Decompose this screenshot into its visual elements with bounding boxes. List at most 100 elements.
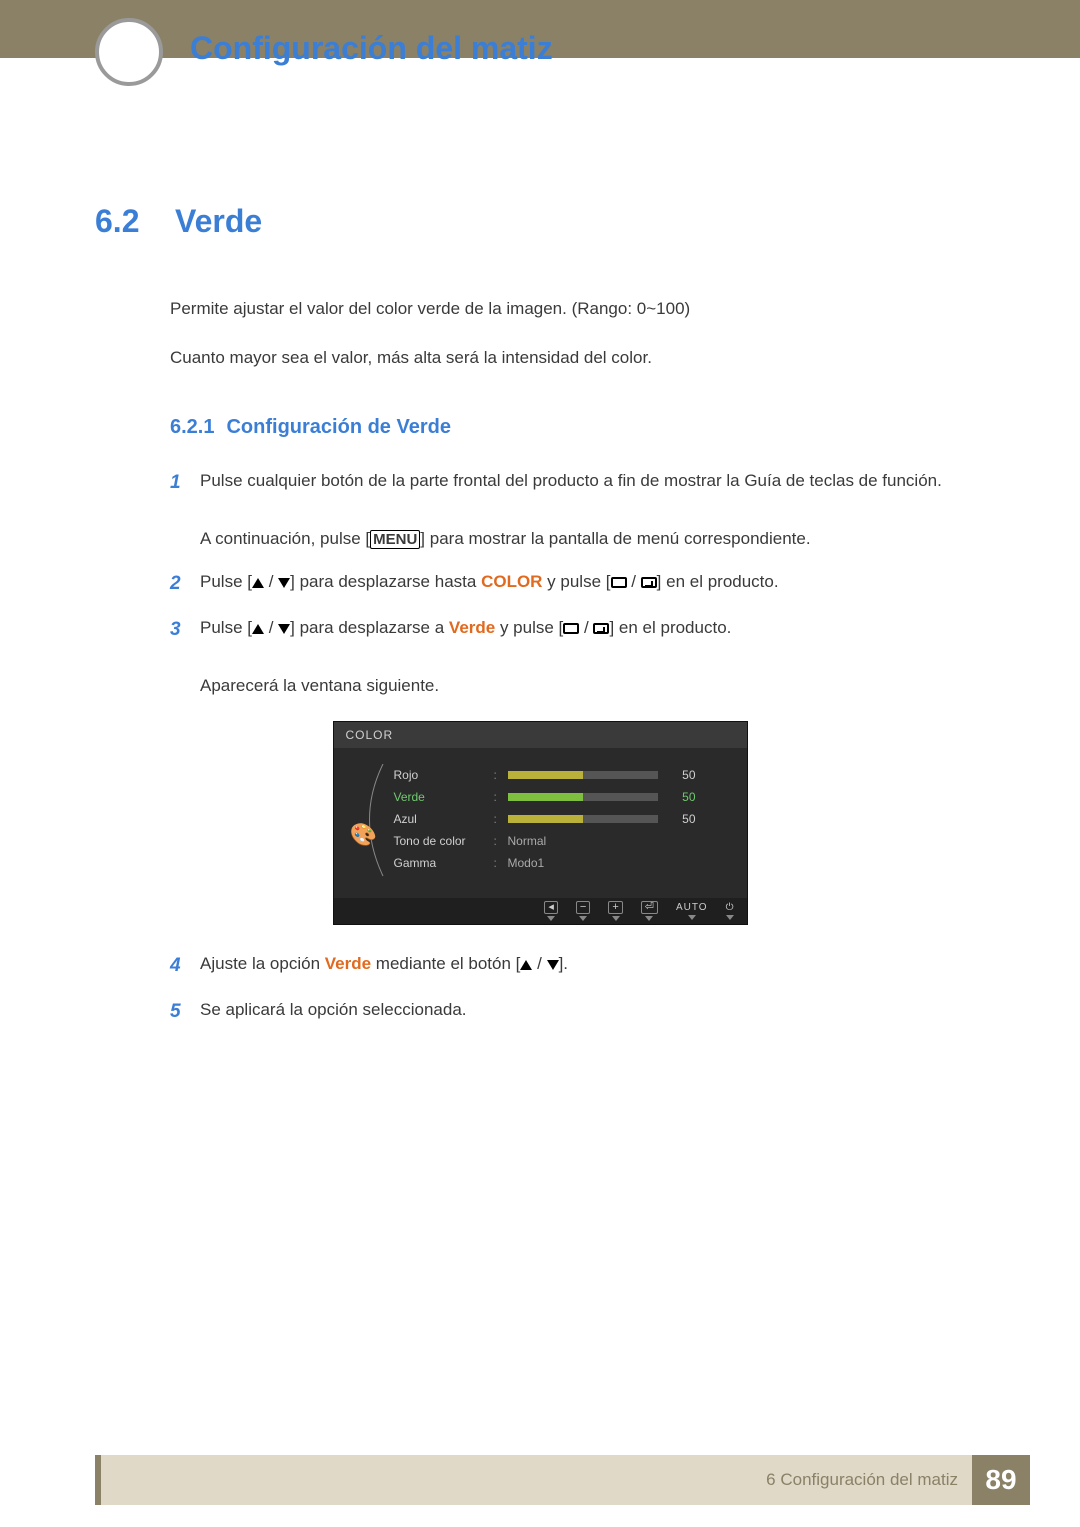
step-text: ] para desplazarse hasta: [290, 572, 481, 591]
osd-value: 50: [668, 812, 696, 826]
plus-icon: +: [608, 901, 622, 914]
step-1: 1 Pulse cualquier botón de la parte fron…: [170, 467, 985, 554]
step-text: Ajuste la opción: [200, 954, 325, 973]
osd-panel: COLOR 🎨 Rojo : 50 Verde : 5: [333, 721, 748, 925]
step-text: y pulse [: [542, 572, 610, 591]
verde-keyword: Verde: [325, 954, 371, 973]
rect-icon: [611, 577, 627, 588]
osd-label: Rojo: [394, 768, 494, 782]
colon: :: [494, 834, 508, 848]
osd-fill: [508, 815, 583, 823]
palette-icon: 🎨: [350, 822, 377, 848]
minus-icon: −: [576, 901, 590, 914]
step-text: Aparecerá la ventana siguiente.: [200, 676, 439, 695]
osd-row-tono: Tono de color : Normal: [394, 830, 725, 852]
step-text: y pulse [: [495, 618, 563, 637]
osd-row-gamma: Gamma : Modo1: [394, 852, 725, 874]
step-text: A continuación, pulse [: [200, 529, 370, 548]
rect-icon: [563, 623, 579, 634]
osd-fill: [508, 793, 583, 801]
osd-slider: [508, 793, 658, 801]
step-body: Pulse [ / ] para desplazarse a Verde y p…: [200, 614, 985, 701]
subsection-heading: 6.2.1 Configuración de Verde: [170, 416, 985, 439]
osd-label: Verde: [394, 790, 494, 804]
step-text: ] en el producto.: [657, 572, 779, 591]
osd-row-verde: Verde : 50: [394, 786, 725, 808]
step-number: 3: [170, 614, 200, 701]
osd-auto-button[interactable]: AUTO: [676, 903, 708, 920]
osd-label: Azul: [394, 812, 494, 826]
footer-bar: 6 Configuración del matiz 89: [95, 1455, 1030, 1505]
intro-line-1: Permite ajustar el valor del color verde…: [170, 295, 985, 322]
step-number: 5: [170, 996, 200, 1028]
down-triangle-icon: [278, 578, 290, 588]
enter-icon: [641, 577, 657, 588]
chapter-badge: [95, 18, 163, 86]
step-number: 1: [170, 467, 200, 554]
osd-footer: ◂ − + ⏎ AUTO ⏻: [334, 898, 747, 924]
step-body: Pulse cualquier botón de la parte fronta…: [200, 467, 985, 554]
enter-icon: ⏎: [641, 901, 658, 914]
subsection-title: Configuración de Verde: [226, 416, 450, 438]
step-text: Pulse [: [200, 572, 252, 591]
step-text: Pulse cualquier botón de la parte fronta…: [200, 471, 942, 490]
step-5: 5 Se aplicará la opción seleccionada.: [170, 996, 985, 1028]
osd-value: Modo1: [508, 856, 545, 870]
up-triangle-icon: [252, 624, 264, 634]
intro-line-2: Cuanto mayor sea el valor, más alta será…: [170, 344, 985, 371]
osd-row-azul: Azul : 50: [394, 808, 725, 830]
osd-title: COLOR: [334, 722, 747, 748]
step-list-continued: 4 Ajuste la opción Verde mediante el bot…: [170, 950, 985, 1029]
colon: :: [494, 768, 508, 782]
verde-keyword: Verde: [449, 618, 495, 637]
section-heading: 6.2Verde: [95, 203, 985, 240]
osd-left-curve: 🎨: [348, 764, 394, 874]
step-text: ] para desplazarse a: [290, 618, 449, 637]
osd-rows: Rojo : 50 Verde : 50 Azul : 50: [394, 764, 725, 874]
step-text: Se aplicará la opción seleccionada.: [200, 1000, 467, 1019]
up-triangle-icon: [520, 960, 532, 970]
step-text: Pulse [: [200, 618, 252, 637]
osd-row-rojo: Rojo : 50: [394, 764, 725, 786]
osd-fill: [508, 771, 583, 779]
section-number: 6.2: [95, 203, 175, 240]
colon: :: [494, 856, 508, 870]
osd-minus-button[interactable]: −: [576, 901, 590, 921]
page-number: 89: [972, 1455, 1030, 1505]
step-3: 3 Pulse [ / ] para desplazarse a Verde y…: [170, 614, 985, 701]
up-triangle-icon: [252, 578, 264, 588]
power-icon: ⏻: [726, 903, 735, 913]
osd-power-button[interactable]: ⏻: [726, 903, 735, 920]
subsection-number: 6.2.1: [170, 416, 214, 439]
osd-enter-button[interactable]: ⏎: [641, 901, 658, 921]
step-body: Se aplicará la opción seleccionada.: [200, 996, 985, 1028]
osd-label: Tono de color: [394, 834, 494, 848]
menu-button-label: MENU: [370, 530, 420, 549]
osd-value: 50: [668, 790, 696, 804]
back-icon: ◂: [544, 901, 558, 914]
step-4: 4 Ajuste la opción Verde mediante el bot…: [170, 950, 985, 982]
osd-value: 50: [668, 768, 696, 782]
osd-back-button[interactable]: ◂: [544, 901, 558, 921]
colon: :: [494, 790, 508, 804]
step-2: 2 Pulse [ / ] para desplazarse hasta COL…: [170, 568, 985, 600]
step-text: ] en el producto.: [609, 618, 731, 637]
step-list: 1 Pulse cualquier botón de la parte fron…: [170, 467, 985, 701]
chapter-title: Configuración del matiz: [190, 30, 553, 67]
down-triangle-icon: [278, 624, 290, 634]
osd-plus-button[interactable]: +: [608, 901, 622, 921]
osd-value: Normal: [508, 834, 547, 848]
section-title: Verde: [175, 203, 262, 239]
step-text: mediante el botón [: [371, 954, 520, 973]
step-text: ] para mostrar la pantalla de menú corre…: [420, 529, 810, 548]
osd-slider: [508, 815, 658, 823]
step-number: 4: [170, 950, 200, 982]
page-content: 6.2Verde Permite ajustar el valor del co…: [0, 58, 1080, 1029]
step-text: ].: [559, 954, 568, 973]
enter-icon: [593, 623, 609, 634]
osd-body: 🎨 Rojo : 50 Verde : 50 Azul :: [334, 748, 747, 898]
step-body: Pulse [ / ] para desplazarse hasta COLOR…: [200, 568, 985, 600]
down-triangle-icon: [547, 960, 559, 970]
auto-label: AUTO: [676, 903, 708, 913]
colon: :: [494, 812, 508, 826]
